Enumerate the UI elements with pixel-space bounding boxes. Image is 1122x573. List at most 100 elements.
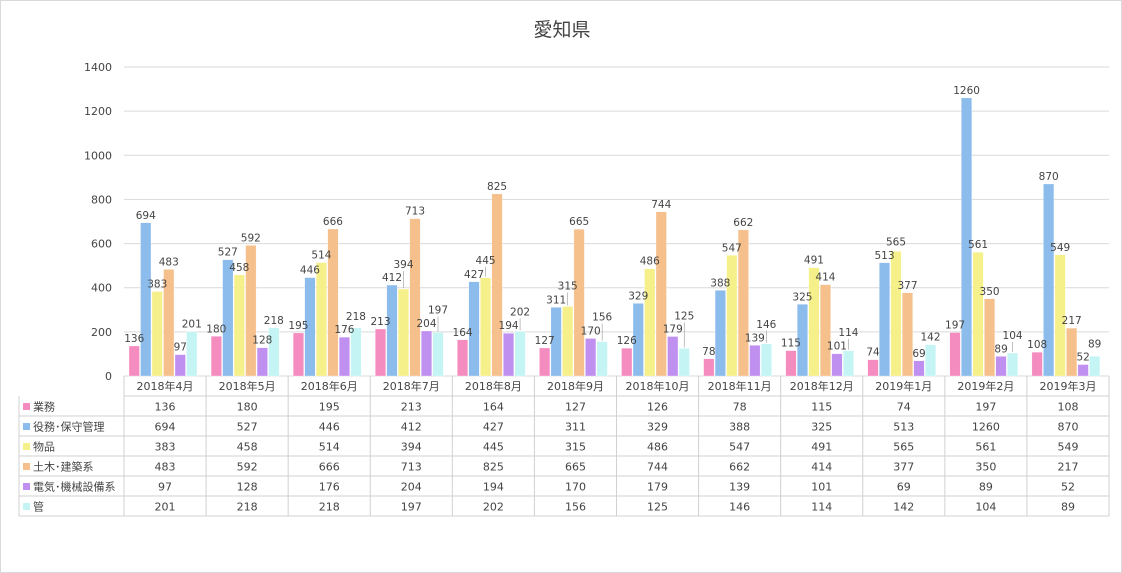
bar: [797, 304, 808, 377]
data-label: 662: [733, 217, 753, 229]
category-label: 2018年6月: [301, 379, 358, 393]
data-label: 74: [866, 347, 880, 359]
table-cell: 179: [647, 481, 668, 494]
legend-key: [23, 403, 30, 410]
bar: [550, 307, 562, 377]
legend-key: [23, 423, 30, 430]
data-label: 78: [702, 346, 715, 358]
data-label: 217: [1062, 315, 1082, 327]
table-cell: 561: [975, 441, 996, 454]
table-cell: 89: [979, 481, 993, 494]
data-label: 350: [980, 286, 1000, 298]
bar: [726, 255, 738, 377]
bar: [925, 344, 936, 377]
data-label: 458: [229, 262, 249, 274]
data-label: 101: [827, 341, 847, 353]
table-cell: 180: [237, 401, 258, 414]
table-cell: 713: [401, 461, 422, 474]
y-tick-label: 1000: [84, 149, 112, 162]
bar: [573, 229, 585, 377]
table-cell: 412: [401, 421, 422, 434]
bar: [913, 360, 925, 377]
bar: [655, 211, 667, 377]
bar: [1043, 183, 1055, 377]
data-label: 377: [897, 280, 917, 292]
data-label: 414: [815, 272, 835, 284]
data-label: 170: [581, 325, 601, 337]
table-cell: 197: [975, 401, 996, 414]
table-cell: 414: [811, 461, 832, 474]
bar: [972, 252, 984, 377]
bar: [995, 356, 1007, 377]
table-cell: 329: [647, 421, 668, 434]
bar: [245, 245, 257, 377]
data-label: 329: [628, 290, 648, 302]
data-label: 665: [569, 216, 589, 228]
y-tick-label: 0: [105, 370, 112, 383]
table-cell: 176: [319, 481, 340, 494]
data-label: 201: [182, 319, 202, 331]
y-tick-label: 200: [91, 326, 112, 339]
bar: [831, 353, 843, 377]
data-label: 315: [558, 280, 578, 292]
bar: [421, 330, 432, 377]
data-label: 142: [920, 332, 940, 344]
bar: [902, 292, 913, 377]
data-label: 1260: [953, 85, 980, 97]
bar: [174, 354, 186, 377]
bar: [339, 337, 350, 377]
data-label: 666: [323, 216, 343, 228]
data-label: 514: [311, 250, 331, 262]
legend-label: 業務: [33, 400, 55, 414]
data-label: 179: [663, 323, 683, 335]
bar: [667, 336, 679, 377]
legend-key: [23, 443, 30, 450]
bar: [714, 290, 726, 377]
table-cell: 325: [811, 421, 832, 434]
bar: [785, 350, 797, 377]
data-label: 427: [464, 269, 484, 281]
data-label: 128: [252, 335, 272, 347]
bar: [233, 274, 245, 377]
data-label: 744: [651, 199, 671, 211]
bar: [256, 347, 268, 377]
bar: [268, 327, 280, 377]
bar: [984, 298, 995, 377]
data-label: 483: [159, 256, 179, 268]
bar: [409, 218, 421, 377]
data-label: 176: [334, 324, 354, 336]
y-tick-label: 400: [91, 282, 112, 295]
data-label: 69: [912, 348, 925, 360]
bar: [1007, 352, 1018, 377]
data-label: 527: [218, 247, 238, 259]
bar: [562, 306, 574, 377]
table-cell: 52: [1061, 481, 1075, 494]
table-cell: 377: [893, 461, 914, 474]
data-label: 547: [722, 242, 742, 254]
bar: [316, 262, 327, 377]
y-tick-label: 1200: [84, 105, 112, 118]
data-label: 561: [968, 239, 988, 251]
bar: [820, 284, 831, 377]
data-label: 194: [499, 320, 519, 332]
legend-label: 物品: [33, 440, 55, 454]
data-label: 89: [994, 343, 1007, 355]
bar: [678, 348, 690, 377]
table-cell: 97: [158, 481, 172, 494]
legend-label: 土木･建築系: [33, 460, 94, 474]
table-cell: 547: [729, 441, 750, 454]
bar: [585, 338, 597, 377]
bar: [293, 332, 304, 377]
table-cell: 204: [401, 481, 422, 494]
table-cell: 218: [237, 501, 258, 514]
table-cell: 662: [729, 461, 750, 474]
table-cell: 513: [893, 421, 914, 434]
category-label: 2018年9月: [547, 379, 604, 393]
bar: [375, 328, 386, 377]
data-label: 491: [804, 255, 824, 267]
data-label: 197: [945, 320, 965, 332]
data-label: 156: [592, 312, 612, 324]
data-label: 713: [405, 206, 425, 218]
bar: [350, 327, 362, 377]
